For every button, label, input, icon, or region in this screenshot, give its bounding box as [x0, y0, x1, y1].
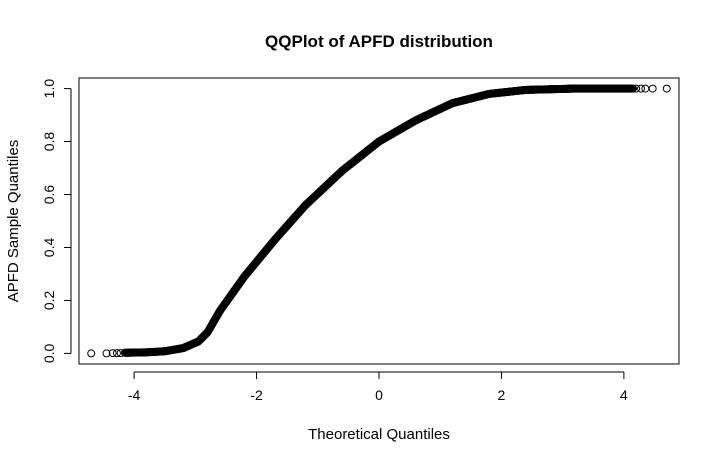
x-tick-label: 0: [375, 387, 383, 403]
data-point: [112, 349, 121, 358]
y-axis-label: APFD Sample Quantiles: [5, 140, 22, 303]
data-point: [641, 84, 650, 93]
x-tick-label: -2: [250, 387, 263, 403]
data-point: [102, 349, 111, 358]
y-tick-label: 0.0: [41, 343, 57, 363]
y-tick-label: 0.2: [41, 291, 57, 311]
y-tick-label: 0.6: [41, 185, 57, 205]
y-tick-label: 1.0: [41, 79, 57, 99]
data-point: [632, 84, 641, 93]
chart-title: QQPlot of APFD distribution: [265, 32, 493, 51]
plot-frame: [78, 77, 680, 365]
data-point: [648, 84, 657, 93]
data-points: [87, 84, 671, 358]
x-axis: -4 -2 0 2 4: [128, 371, 628, 403]
data-point: [629, 84, 638, 93]
x-tick-label: 4: [620, 387, 628, 403]
data-point: [637, 84, 646, 93]
y-axis: 0.0 0.2 0.4 0.6 0.8 1.0: [41, 79, 72, 363]
data-point: [108, 349, 117, 358]
y-tick-label: 0.4: [41, 238, 57, 258]
data-point: [87, 349, 96, 358]
data-point: [662, 84, 671, 93]
x-tick-label: -4: [128, 387, 141, 403]
data-point: [116, 349, 125, 358]
x-tick-label: 2: [498, 387, 506, 403]
y-tick-label: 0.8: [41, 132, 57, 152]
x-axis-label: Theoretical Quantiles: [308, 426, 450, 443]
